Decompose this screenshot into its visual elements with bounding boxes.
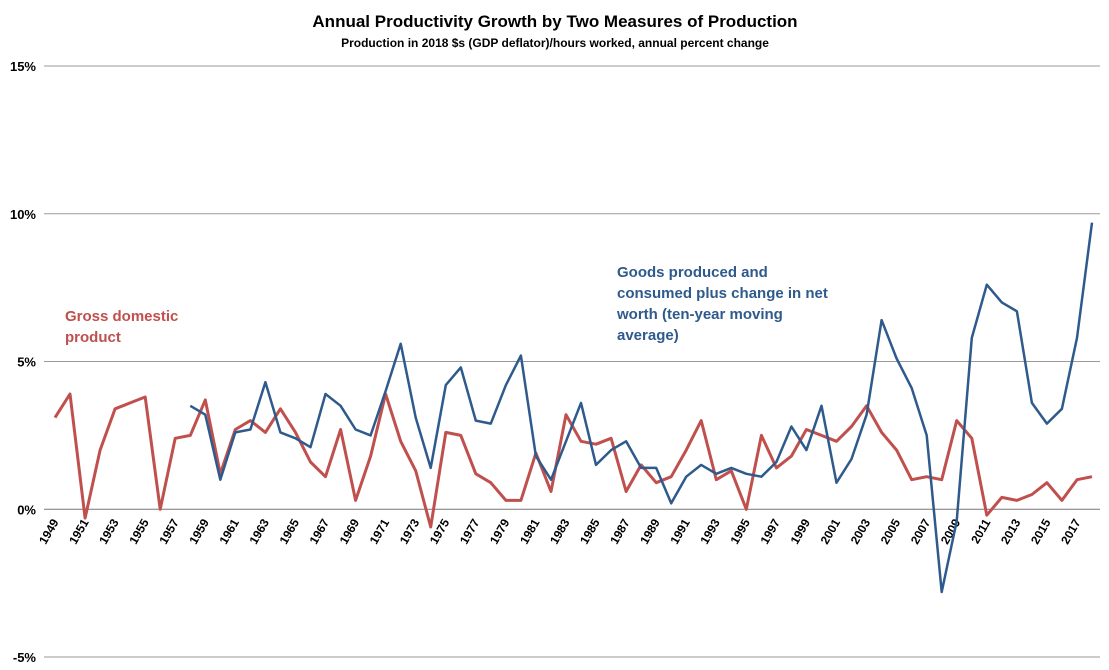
x-tick-label: 2003 xyxy=(848,516,874,546)
x-tick-label: 1963 xyxy=(247,516,273,546)
x-tick-label: 2011 xyxy=(968,516,993,546)
x-tick-label: 1979 xyxy=(487,516,513,546)
x-tick-label: 2013 xyxy=(998,516,1024,546)
series-label-goods-produced: Goods produced and consumed plus change i… xyxy=(616,264,828,344)
gridlines xyxy=(44,65,1100,658)
x-tick-label: 1973 xyxy=(397,516,423,546)
y-tick-label: 15% xyxy=(10,59,36,74)
y-tick-label: 10% xyxy=(10,207,36,222)
x-tick-label: 1961 xyxy=(216,516,242,546)
x-tick-label: 1991 xyxy=(667,516,693,546)
x-tick-label: 1995 xyxy=(727,516,753,546)
x-tick-label: 1965 xyxy=(277,516,303,546)
x-tick-label: 1951 xyxy=(66,516,92,546)
x-tick-label: 1983 xyxy=(547,516,573,546)
x-tick-label: 1959 xyxy=(186,516,212,546)
x-tick-label: 1989 xyxy=(637,516,663,546)
y-axis-tick-labels: 15% 10% 5% 0% -5% xyxy=(10,59,36,665)
x-tick-label: 2017 xyxy=(1058,516,1084,546)
y-tick-label: 5% xyxy=(17,355,36,370)
x-tick-label: 1953 xyxy=(96,516,122,546)
x-tick-label: 1971 xyxy=(367,516,393,546)
series-line-gdp xyxy=(53,392,1093,529)
chart-title: Annual Productivity Growth by Two Measur… xyxy=(312,12,797,31)
x-tick-label: 1955 xyxy=(126,516,152,546)
x-tick-label: 1977 xyxy=(457,516,483,546)
series-lines xyxy=(53,222,1094,594)
x-tick-label: 2009 xyxy=(938,516,964,546)
x-tick-label: 1969 xyxy=(337,516,363,546)
x-tick-label: 2015 xyxy=(1028,516,1054,546)
series-annotations: Gross domestic product Goods produced and c… xyxy=(65,264,828,346)
chart-subtitle: Production in 2018 $s (GDP deflator)/hou… xyxy=(341,36,769,50)
x-axis-tick-labels: 1949 1951 1953 1955 1957 1959 1961 1963 1965 1967… xyxy=(36,516,1084,546)
x-tick-label: 1987 xyxy=(607,516,633,546)
x-tick-label: 1967 xyxy=(307,516,333,546)
x-tick-label: 1949 xyxy=(36,516,62,546)
x-tick-label: 2005 xyxy=(878,516,904,546)
x-tick-label: 2001 xyxy=(818,516,844,546)
x-tick-label: 1957 xyxy=(156,516,182,546)
series-label-gdp: Gross domestic product xyxy=(65,308,178,346)
x-tick-label: 1993 xyxy=(697,516,723,546)
y-tick-label: 0% xyxy=(17,502,36,517)
x-tick-label: 1985 xyxy=(577,516,603,546)
x-tick-label: 1997 xyxy=(758,516,784,546)
y-tick-label: -5% xyxy=(13,650,37,665)
x-tick-label: 2007 xyxy=(908,516,934,546)
x-tick-label: 1999 xyxy=(788,516,814,546)
x-tick-label: 1981 xyxy=(517,516,543,546)
